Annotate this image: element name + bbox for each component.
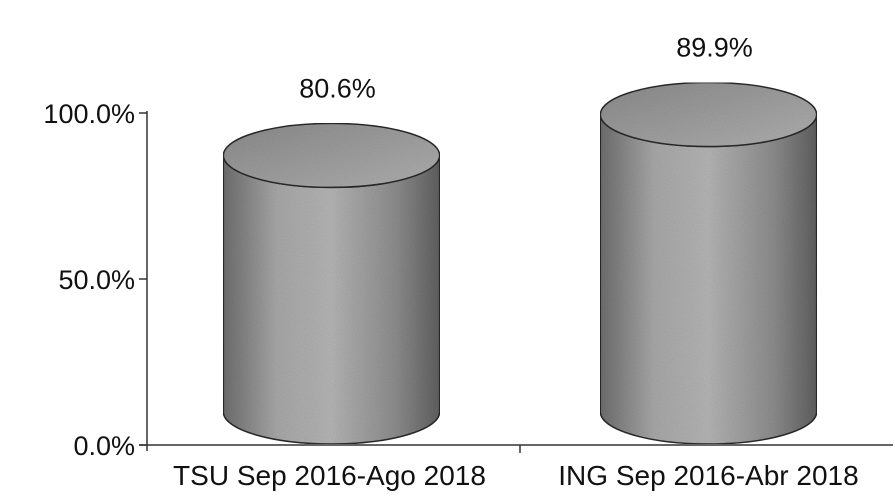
data-labels: 80.6% 89.9% (299, 33, 753, 104)
data-label: 89.9% (676, 33, 753, 63)
cylinder-top (599, 81, 818, 148)
cylinder-body (222, 155, 441, 445)
y-tick-label: 100.0% (43, 99, 135, 129)
cylinder-body (599, 114, 818, 445)
category-label: TSU Sep 2016-Ago 2018 (173, 460, 486, 491)
cylinder-top (222, 122, 441, 189)
y-tick-label: 0.0% (73, 431, 135, 461)
category-label: ING Sep 2016-Abr 2018 (558, 460, 858, 491)
axes (139, 111, 893, 453)
bars (222, 81, 818, 445)
cylinder-bar (222, 122, 441, 445)
y-tick-label: 50.0% (58, 265, 135, 295)
data-label: 80.6% (299, 73, 376, 103)
cylinder-bar (599, 81, 818, 445)
y-axis-ticks: 0.0% 50.0% 100.0% (43, 99, 147, 461)
category-labels: TSU Sep 2016-Ago 2018 ING Sep 2016-Abr 20… (173, 460, 859, 491)
